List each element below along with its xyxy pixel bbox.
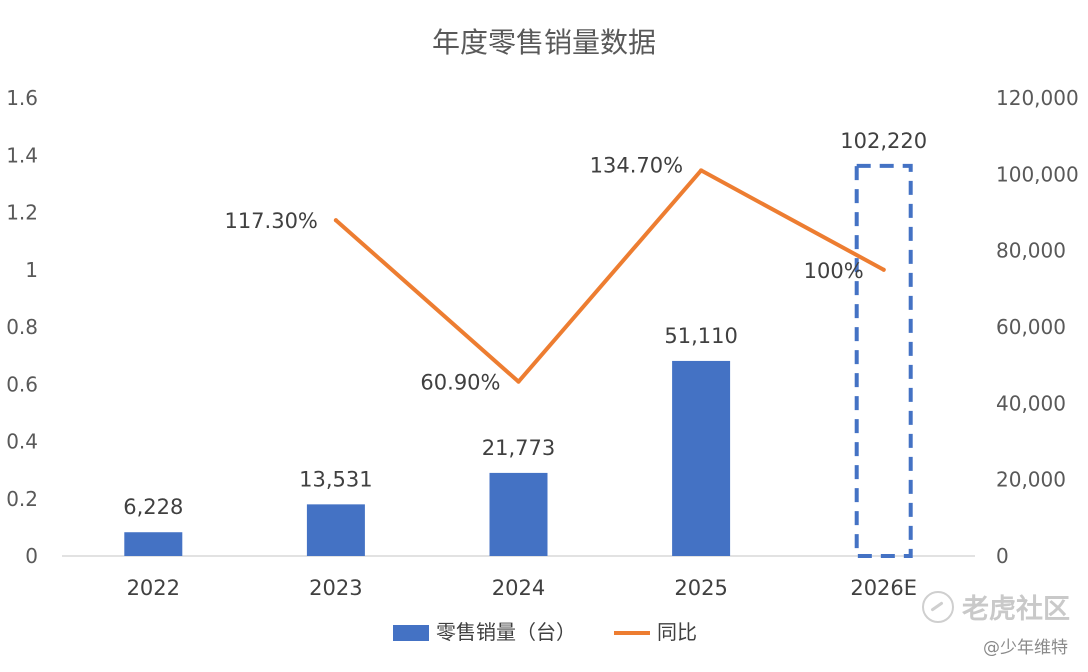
yoy-line — [333, 168, 886, 384]
y-right-tick-label: 120,000 — [996, 86, 1079, 110]
y-left-tick-label: 1.4 — [6, 143, 38, 167]
y-left-tick-label: 0.6 — [6, 372, 38, 396]
yoy-point — [516, 379, 521, 384]
x-tick-label: 2026E — [850, 576, 917, 600]
bar-estimate-outline — [854, 163, 913, 559]
yoy-data-label: 100% — [804, 259, 864, 283]
bar-data-label: 13,531 — [299, 467, 372, 491]
bar-data-label: 21,773 — [482, 436, 555, 460]
x-tick-label: 2025 — [674, 576, 727, 600]
watermark: 老虎社区 — [922, 587, 1070, 626]
y-left-tick-label: 1 — [25, 258, 38, 282]
legend-label-bar: 零售销量（台） — [436, 620, 576, 644]
y-left-tick-label: 1.6 — [6, 86, 38, 110]
bar — [124, 532, 183, 556]
y-left-tick-label: 0 — [25, 544, 38, 568]
bar — [672, 360, 731, 556]
x-tick-label: 2024 — [492, 576, 545, 600]
y-right-tick-label: 80,000 — [996, 239, 1066, 263]
x-tick-label: 2023 — [309, 576, 362, 600]
watermark-author: @少年维特 — [983, 638, 1068, 658]
legend-label-line: 同比 — [657, 620, 697, 644]
y-right-tick-label: 100,000 — [996, 162, 1079, 186]
y-left-tick-label: 0.2 — [6, 487, 38, 511]
y-left-tick-label: 0.4 — [6, 430, 38, 454]
yoy-data-label: 60.90% — [420, 371, 500, 395]
yoy-data-label: 134.70% — [590, 153, 683, 177]
y-right-tick-label: 20,000 — [996, 468, 1066, 492]
chart-title: 年度零售销量数据 — [432, 26, 656, 59]
yoy-point — [699, 168, 704, 173]
bar — [489, 472, 548, 556]
watermark-site: 老虎社区 — [962, 594, 1070, 625]
yoy-data-label: 117.30% — [224, 209, 317, 233]
y-left-tick-label: 0.8 — [6, 315, 38, 339]
y-right-tick-label: 40,000 — [996, 391, 1066, 415]
y-right-tick-label: 0 — [996, 544, 1009, 568]
yoy-point — [881, 267, 886, 272]
legend-swatch-bar — [393, 625, 429, 641]
bar-data-label: 102,220 — [840, 129, 927, 153]
x-tick-label: 2022 — [127, 576, 180, 600]
yoy-point — [333, 218, 338, 223]
bar-data-label: 51,110 — [664, 324, 737, 348]
tiger-community-logo-icon — [922, 590, 954, 623]
y-right-tick-label: 60,000 — [996, 315, 1066, 339]
y-left-tick-label: 1.2 — [6, 201, 38, 225]
bar — [306, 504, 365, 556]
bar-data-label: 6,228 — [123, 495, 183, 519]
